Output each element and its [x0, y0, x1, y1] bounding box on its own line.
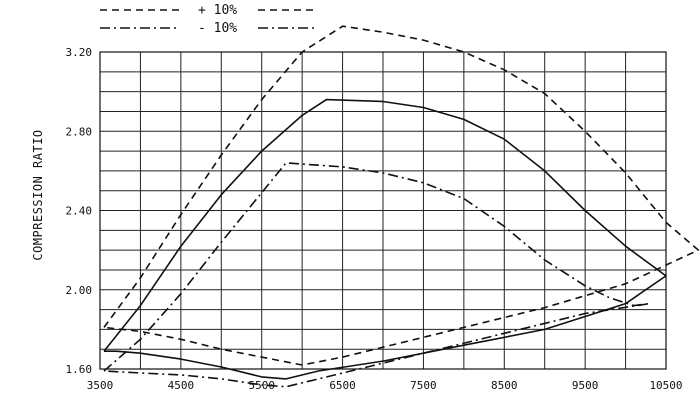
y-tick-label: 2.40: [66, 205, 93, 218]
y-tick-label: 2.00: [66, 284, 93, 297]
x-tick-label: 5500: [248, 379, 275, 392]
x-tick-label: 9500: [572, 379, 599, 392]
plot-frame: [99, 51, 667, 370]
legend-label-plus-10: + 10%: [198, 3, 237, 18]
y-tick-label: 3.20: [66, 46, 93, 59]
x-tick-label: 10500: [649, 379, 682, 392]
axis-ticks: 3500 4500 5500 6500 7500 8500 9500 10500 1.60 2.0…: [66, 46, 683, 392]
legend: + 10% - 10%: [100, 3, 318, 36]
series-line-dashed: [103, 25, 700, 366]
y-tick-label: 1.60: [66, 363, 93, 376]
x-tick-label: 8500: [491, 379, 518, 392]
curves: [103, 25, 700, 388]
x-tick-label: 4500: [168, 379, 195, 392]
series-line-dashdot: [103, 162, 651, 388]
x-tick-label: 6500: [329, 379, 356, 392]
legend-label-minus-10: - 10%: [198, 21, 237, 36]
series-line-solid: [103, 98, 667, 380]
x-tick-label: 3500: [87, 379, 114, 392]
y-axis-label: COMPRESSION RATIO: [31, 129, 45, 260]
y-tick-label: 2.80: [66, 125, 93, 138]
grid: [100, 52, 666, 369]
x-tick-label: 7500: [410, 379, 437, 392]
